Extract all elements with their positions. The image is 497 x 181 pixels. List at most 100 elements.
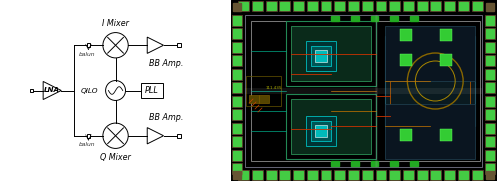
Bar xyxy=(291,26,371,81)
Bar xyxy=(404,171,413,179)
Bar xyxy=(307,1,318,11)
Bar xyxy=(430,1,441,11)
Bar xyxy=(177,43,181,47)
Bar xyxy=(486,56,494,65)
Bar xyxy=(306,116,335,146)
Text: Q Mixer: Q Mixer xyxy=(100,153,131,162)
Bar xyxy=(486,43,494,52)
Bar xyxy=(390,2,399,10)
Bar xyxy=(335,2,344,10)
Bar xyxy=(251,21,480,161)
Bar xyxy=(431,171,440,179)
Bar xyxy=(246,76,281,106)
Bar xyxy=(431,2,440,10)
Bar xyxy=(232,14,242,26)
Bar xyxy=(232,109,242,120)
Bar xyxy=(286,21,376,86)
Bar xyxy=(486,16,494,24)
Bar xyxy=(486,3,494,11)
Bar xyxy=(486,164,494,173)
Bar xyxy=(232,136,242,147)
Bar xyxy=(293,170,304,180)
Bar xyxy=(334,1,345,11)
Bar xyxy=(335,171,344,179)
Bar xyxy=(233,110,241,119)
Bar xyxy=(253,2,262,10)
Bar xyxy=(232,96,242,106)
Bar xyxy=(252,170,263,180)
Bar xyxy=(473,2,482,10)
Bar xyxy=(322,2,331,10)
Bar xyxy=(486,123,494,132)
Bar xyxy=(350,16,358,21)
Bar xyxy=(245,15,482,167)
Bar xyxy=(307,170,318,180)
Bar xyxy=(389,170,400,180)
Bar xyxy=(30,89,33,92)
Bar xyxy=(232,123,242,134)
Bar xyxy=(440,54,452,66)
Bar xyxy=(232,55,242,66)
Bar xyxy=(440,29,452,41)
Bar xyxy=(315,125,327,137)
Bar xyxy=(331,161,338,166)
Bar xyxy=(293,1,304,11)
Bar xyxy=(363,171,372,179)
Bar xyxy=(418,171,427,179)
Bar xyxy=(308,2,317,10)
Text: BB Amp.: BB Amp. xyxy=(149,59,183,68)
Bar xyxy=(233,16,241,24)
Bar xyxy=(350,161,358,166)
Bar xyxy=(311,121,331,141)
Bar xyxy=(348,170,359,180)
Bar xyxy=(265,1,276,11)
Text: BB Amp.: BB Amp. xyxy=(149,113,183,122)
Bar xyxy=(259,95,269,103)
Bar xyxy=(349,171,358,179)
Bar xyxy=(141,83,163,98)
Bar xyxy=(331,16,338,21)
Bar xyxy=(485,150,495,161)
Bar xyxy=(386,26,475,81)
Bar xyxy=(239,2,248,10)
Bar xyxy=(401,29,413,41)
Bar xyxy=(233,3,241,11)
Bar xyxy=(472,170,483,180)
Bar xyxy=(485,55,495,66)
Bar xyxy=(280,2,289,10)
Bar xyxy=(279,1,290,11)
Bar xyxy=(485,96,495,106)
Bar xyxy=(232,28,242,39)
Bar xyxy=(377,2,386,10)
Bar xyxy=(371,16,379,21)
Bar xyxy=(411,16,418,21)
Bar xyxy=(486,70,494,79)
Bar xyxy=(418,2,427,10)
Bar xyxy=(377,171,386,179)
Bar xyxy=(486,171,494,179)
Bar xyxy=(371,161,379,166)
Bar xyxy=(349,2,358,10)
Bar xyxy=(233,56,241,65)
Bar xyxy=(252,1,263,11)
Bar xyxy=(445,2,454,10)
Bar xyxy=(386,104,475,159)
Bar xyxy=(348,1,359,11)
Bar xyxy=(485,82,495,93)
Bar xyxy=(472,1,483,11)
Bar xyxy=(486,150,494,159)
Bar xyxy=(265,170,276,180)
Bar xyxy=(233,164,241,173)
Text: QILO: QILO xyxy=(81,87,98,94)
Text: LNA: LNA xyxy=(44,87,60,94)
Bar xyxy=(311,46,331,66)
Bar xyxy=(233,96,241,106)
Bar xyxy=(390,171,399,179)
Bar xyxy=(445,171,454,179)
Bar xyxy=(401,129,413,141)
Text: balun: balun xyxy=(79,142,96,147)
Bar xyxy=(411,161,418,166)
Bar xyxy=(363,2,372,10)
Bar xyxy=(238,170,249,180)
Bar xyxy=(233,137,241,146)
